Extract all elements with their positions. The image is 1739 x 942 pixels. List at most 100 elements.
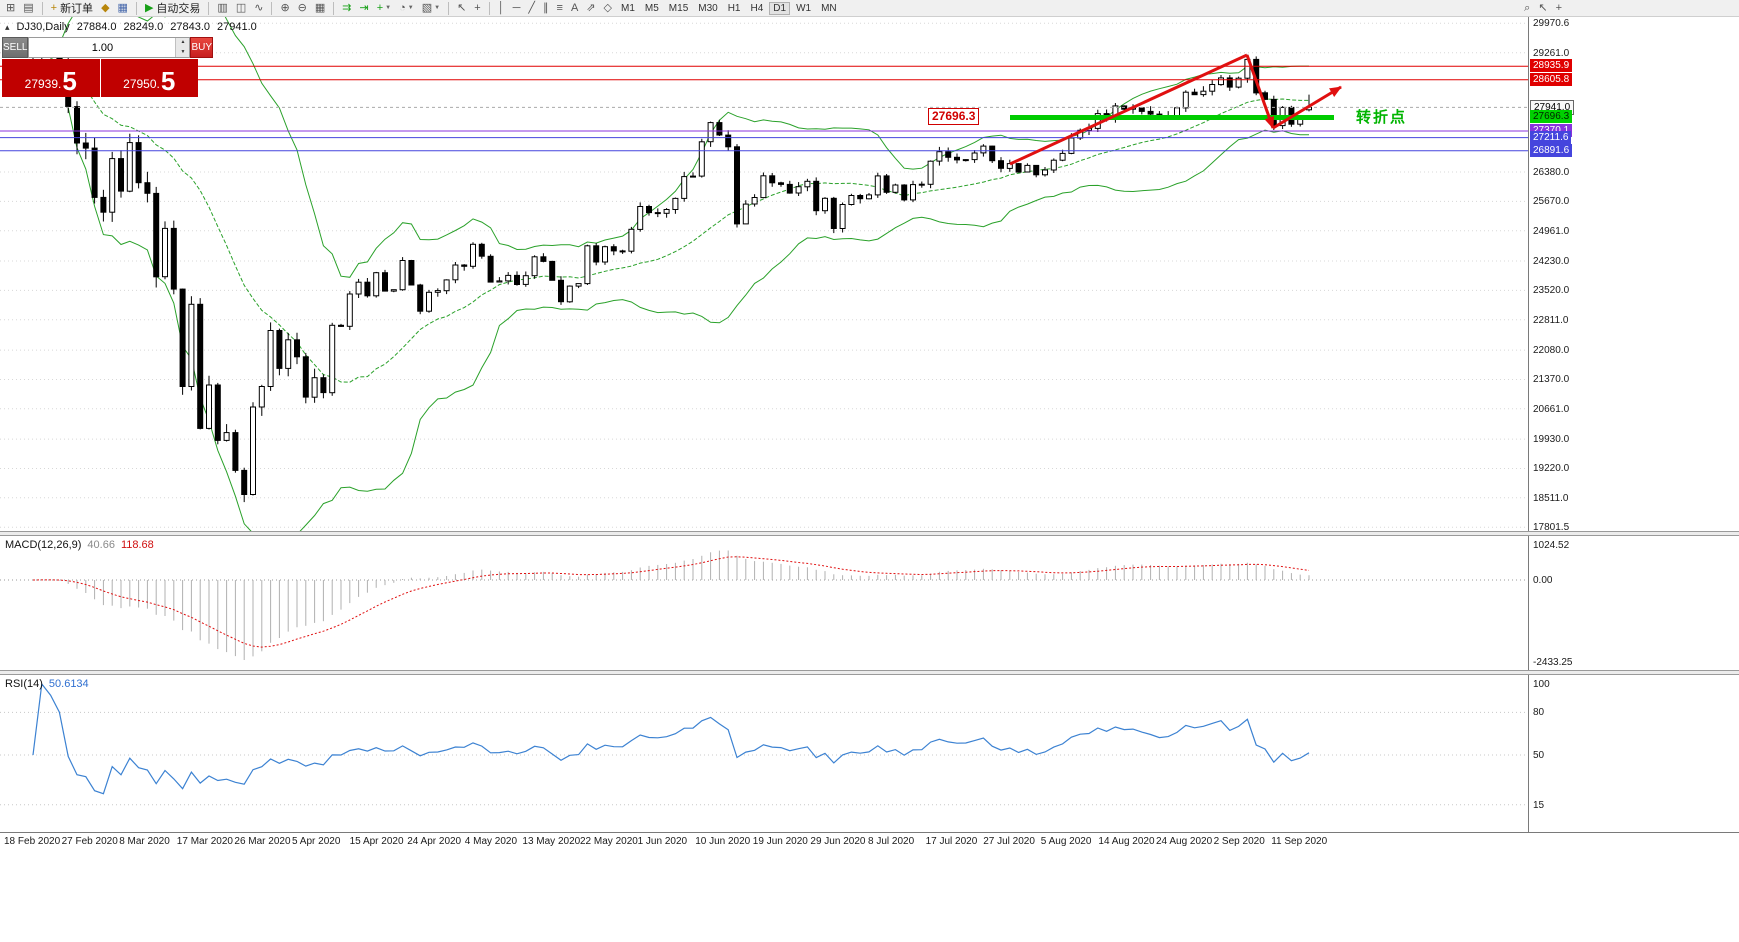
autotrading-label: 自动交易 <box>156 3 201 15</box>
chevron-down-icon[interactable]: ▼ <box>385 5 392 11</box>
trend-arrow-1[interactable] <box>1245 54 1275 129</box>
marketwatch-icon: ◆ <box>101 1 110 14</box>
shapes-button[interactable]: ◇ <box>601 1 615 16</box>
volume-input[interactable] <box>29 38 176 57</box>
timeframe-M30[interactable]: M30 <box>698 2 718 14</box>
one-click-collapse-icon[interactable]: ▴ <box>5 21 10 32</box>
trendline-button[interactable]: ╱ <box>525 1 538 16</box>
macd-axis-label: 1024.52 <box>1533 540 1570 551</box>
templates-icon: ▧ <box>421 1 433 14</box>
pan-button[interactable]: + <box>1553 1 1565 16</box>
bar-chart-icon: ▥ <box>217 1 228 14</box>
navigator-button[interactable]: ▦ <box>115 1 131 16</box>
timeframe-MN[interactable]: MN <box>821 2 837 14</box>
ohlc-high: 28249.0 <box>123 21 164 33</box>
new-window-icon: ⊞ <box>6 1 16 14</box>
trend-arrow-2[interactable] <box>1272 85 1342 130</box>
trend-arrow-0[interactable] <box>1009 53 1248 166</box>
price-axis-label: 26380.0 <box>1533 167 1570 178</box>
timeframe-D1[interactable]: D1 <box>769 1 791 15</box>
toolbar-separator <box>208 1 210 15</box>
timeframe-H1[interactable]: H1 <box>727 2 741 14</box>
chevron-down-icon[interactable]: ▼ <box>407 5 414 11</box>
timeframe-M15[interactable]: M15 <box>668 2 689 14</box>
tile-windows-button[interactable]: ▦ <box>312 1 328 16</box>
vertical-line-button[interactable]: │ <box>495 1 508 16</box>
turning-point-text[interactable]: 转折点 <box>1356 109 1408 126</box>
timeframe-M5[interactable]: M5 <box>644 2 659 14</box>
time-scale[interactable]: 18 Feb 2020 27 Feb 2020 8 Mar 2020 17 Mar 2… <box>0 832 1739 851</box>
candlestick-chart-button[interactable]: ◫ <box>233 1 249 16</box>
crosshair-button[interactable]: + <box>471 1 483 16</box>
toolbar-separator <box>41 1 43 15</box>
price-chart-canvas[interactable] <box>0 17 1528 531</box>
support-price-annotation[interactable]: 27696.3 <box>928 108 980 125</box>
date-label: 24 Aug 2020 <box>1156 836 1213 847</box>
price-axis-label: 29970.6 <box>1533 18 1570 30</box>
pan-icon: + <box>1555 1 1562 14</box>
horizontal-line-button[interactable]: ─ <box>510 1 524 16</box>
auto-scroll-button[interactable]: ⇉ <box>339 1 354 16</box>
macd-pane-canvas[interactable] <box>0 536 1528 670</box>
zoom-out-button[interactable]: ⊖ <box>295 1 310 16</box>
pane-separator[interactable] <box>0 531 1739 536</box>
date-label: 17 Mar 2020 <box>176 836 233 847</box>
buy-price-button[interactable]: 27950. 5 <box>100 59 198 97</box>
chevron-down-icon[interactable]: ▼ <box>434 5 441 11</box>
periods-icon: ◔ <box>399 1 406 14</box>
new-order-icon: + <box>50 1 58 14</box>
date-label: 14 Aug 2020 <box>1098 836 1155 847</box>
pointer-button[interactable]: ↖ <box>1535 1 1550 16</box>
volume-down-icon[interactable]: ▼ <box>176 47 190 57</box>
bollinger-upper-band <box>32 17 1309 278</box>
pane-separator[interactable] <box>0 670 1739 675</box>
date-label: 19 Jun 2020 <box>752 836 808 847</box>
marketwatch-button[interactable]: ◆ <box>98 1 112 16</box>
ohlc-low: 27843.0 <box>170 21 211 33</box>
autotrading-button[interactable]: ▶ 自动交易 <box>142 1 203 16</box>
volume-stepper: ▲ ▼ <box>28 37 191 58</box>
timeframe-W1[interactable]: W1 <box>796 2 812 14</box>
chart-shift-button[interactable]: ⇥ <box>357 1 372 16</box>
chart-shift-icon: ⇥ <box>359 1 369 14</box>
timeframe-M1[interactable]: M1 <box>620 2 635 14</box>
ohlc-close: 27941.0 <box>217 21 257 33</box>
date-label: 10 Jun 2020 <box>695 836 751 847</box>
text-button[interactable]: A <box>568 1 581 16</box>
sell-price-button[interactable]: 27939. 5 <box>2 59 100 97</box>
line-chart-button[interactable]: ∿ <box>251 1 266 16</box>
price-scale[interactable]: 29970.6 29261.0 26380.0 25670.0 24961.0 24230… <box>1528 17 1739 850</box>
date-label: 22 May 2020 <box>580 836 638 847</box>
periods-button[interactable]: ◔ ▼ <box>396 1 417 16</box>
rsi-pane-canvas[interactable] <box>0 675 1528 832</box>
cursor-button[interactable]: ↖ <box>454 1 469 16</box>
rsi-axis-label: 80 <box>1533 707 1545 719</box>
volume-up-icon[interactable]: ▲ <box>176 38 190 48</box>
date-label: 29 Jun 2020 <box>810 836 866 847</box>
sell-button[interactable]: SELL <box>2 37 29 58</box>
new-order-button[interactable]: + 新订单 <box>48 1 96 16</box>
search-icon: ⌕ <box>1524 1 1531 14</box>
search-button[interactable]: ⌕ <box>1521 1 1533 16</box>
new-window-button[interactable]: ⊞ <box>3 1 18 16</box>
bar-chart-button[interactable]: ▥ <box>214 1 230 16</box>
toolbar-main-group: ⊞ ▤ + 新订单 ◆ ▦ ▶ 自动交易 ▥ ◫ ∿ ⊕ ⊖ ▦ ⇉ ⇥ + ▼ ◔ ▼ ▧ ▼ ↖ + │ ─ ╱ ∥ ≡ A ⇗ ◇ <box>2 0 616 17</box>
date-label: 17 Jul 2020 <box>925 836 978 847</box>
cursor-icon: ↖ <box>457 1 467 14</box>
zoom-in-button[interactable]: ⊕ <box>277 1 292 16</box>
price-axis-label: 19220.0 <box>1533 463 1570 475</box>
toolbar-separator <box>333 1 335 15</box>
fibonacci-button[interactable]: ≡ <box>554 1 566 16</box>
timeframe-H4[interactable]: H4 <box>750 2 764 14</box>
candlestick-chart-icon: ◫ <box>235 1 247 14</box>
templates-button[interactable]: ▧ ▼ <box>419 1 443 16</box>
channel-button[interactable]: ∥ <box>540 1 552 16</box>
arrows-button[interactable]: ⇗ <box>583 1 598 16</box>
symbol-period-label: DJ30,Daily <box>16 21 70 33</box>
chart-list-button[interactable]: ▤ <box>20 1 36 16</box>
buy-button[interactable]: BUY <box>190 37 214 58</box>
macd-axis-label: -2433.25 <box>1533 657 1573 668</box>
toolbar-separator <box>488 1 490 15</box>
indicators-button[interactable]: + ▼ <box>374 1 394 16</box>
